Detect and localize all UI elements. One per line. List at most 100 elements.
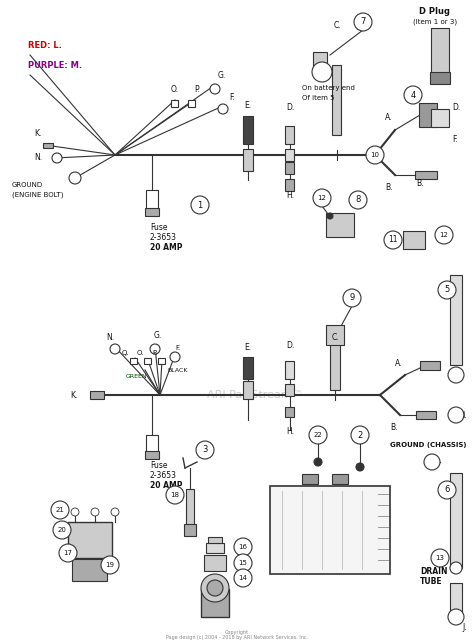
Circle shape	[150, 344, 160, 354]
Text: 22: 22	[314, 432, 322, 438]
Text: B.: B.	[416, 180, 423, 189]
Circle shape	[218, 104, 228, 114]
Circle shape	[110, 344, 120, 354]
Bar	[285, 361, 294, 379]
Circle shape	[52, 153, 62, 163]
Text: 10: 10	[371, 152, 380, 158]
Bar	[420, 361, 440, 370]
Circle shape	[170, 352, 180, 362]
Bar	[243, 149, 253, 171]
Text: F.: F.	[452, 135, 457, 144]
Text: GROUND: GROUND	[12, 182, 43, 188]
Text: 14: 14	[238, 575, 247, 581]
Text: G.: G.	[154, 331, 162, 340]
Bar	[73, 559, 108, 581]
Circle shape	[354, 13, 372, 31]
Circle shape	[207, 580, 223, 596]
Text: PURPLE: M.: PURPLE: M.	[28, 60, 82, 69]
Circle shape	[438, 281, 456, 299]
Text: 1: 1	[197, 200, 202, 209]
Text: 8: 8	[356, 196, 361, 205]
Bar	[68, 522, 112, 558]
Bar	[285, 126, 294, 144]
Bar	[186, 489, 194, 531]
Text: P.: P.	[152, 350, 158, 356]
Bar	[332, 65, 341, 135]
Text: B.: B.	[385, 184, 392, 193]
Text: 20 AMP: 20 AMP	[150, 480, 182, 489]
Circle shape	[343, 289, 361, 307]
Circle shape	[435, 226, 453, 244]
Text: 19: 19	[106, 562, 115, 568]
Bar	[302, 474, 318, 484]
Circle shape	[366, 146, 384, 164]
Bar	[430, 72, 450, 84]
Text: O.: O.	[137, 350, 144, 356]
Text: K.: K.	[71, 390, 78, 399]
Bar	[450, 473, 462, 568]
Bar	[330, 330, 340, 390]
Bar	[431, 109, 449, 127]
Text: RED: L.: RED: L.	[28, 40, 62, 49]
Circle shape	[201, 574, 229, 602]
Text: 18: 18	[171, 492, 180, 498]
Circle shape	[101, 556, 119, 574]
Bar	[450, 275, 462, 365]
Circle shape	[327, 213, 333, 219]
Circle shape	[313, 189, 331, 207]
Text: 12: 12	[318, 195, 327, 201]
Text: H.: H.	[286, 191, 294, 200]
Bar	[158, 358, 165, 364]
Bar	[206, 543, 224, 553]
Bar	[313, 52, 327, 68]
Bar	[90, 391, 104, 399]
Bar	[285, 149, 294, 161]
Text: DRAIN: DRAIN	[420, 568, 447, 577]
Bar	[145, 451, 159, 459]
Text: B.: B.	[390, 424, 398, 433]
Text: Copyright
Page design (c) 2004 - 2018 by ARI Network Services, Inc.: Copyright Page design (c) 2004 - 2018 by…	[166, 630, 308, 641]
Bar	[285, 162, 294, 174]
Circle shape	[431, 549, 449, 567]
Circle shape	[51, 501, 69, 519]
Bar	[450, 583, 462, 613]
Bar	[270, 486, 390, 574]
Bar	[243, 381, 253, 399]
Text: 7: 7	[360, 17, 365, 26]
Text: GROUND (CHASSIS): GROUND (CHASSIS)	[390, 442, 466, 448]
Bar	[145, 358, 152, 364]
Bar	[204, 555, 226, 571]
Circle shape	[59, 544, 77, 562]
Bar	[285, 407, 294, 417]
Bar	[208, 537, 222, 543]
Bar	[332, 474, 348, 484]
Circle shape	[448, 609, 464, 625]
Circle shape	[351, 426, 369, 444]
Bar	[419, 103, 437, 127]
Circle shape	[384, 231, 402, 249]
Text: (Item 1 or 3): (Item 1 or 3)	[413, 19, 457, 25]
Text: J.: J.	[462, 623, 466, 632]
Text: D.: D.	[286, 103, 294, 112]
Text: On battery end: On battery end	[302, 85, 355, 91]
Circle shape	[111, 508, 119, 516]
Circle shape	[424, 454, 440, 470]
Bar	[201, 589, 229, 617]
Text: A.: A.	[385, 114, 392, 123]
Bar	[326, 213, 354, 237]
Text: (ENGINE BOLT): (ENGINE BOLT)	[12, 192, 64, 198]
Bar	[172, 100, 179, 107]
Circle shape	[234, 538, 252, 556]
Circle shape	[53, 521, 71, 539]
Text: K.: K.	[35, 128, 42, 137]
Circle shape	[191, 196, 209, 214]
Text: 2-3653: 2-3653	[150, 471, 177, 480]
Circle shape	[196, 441, 214, 459]
Bar	[285, 384, 294, 396]
Circle shape	[166, 486, 184, 504]
Bar	[146, 435, 158, 455]
Text: 16: 16	[238, 544, 247, 550]
Text: E.: E.	[245, 343, 252, 352]
Circle shape	[309, 426, 327, 444]
Bar	[285, 179, 294, 191]
